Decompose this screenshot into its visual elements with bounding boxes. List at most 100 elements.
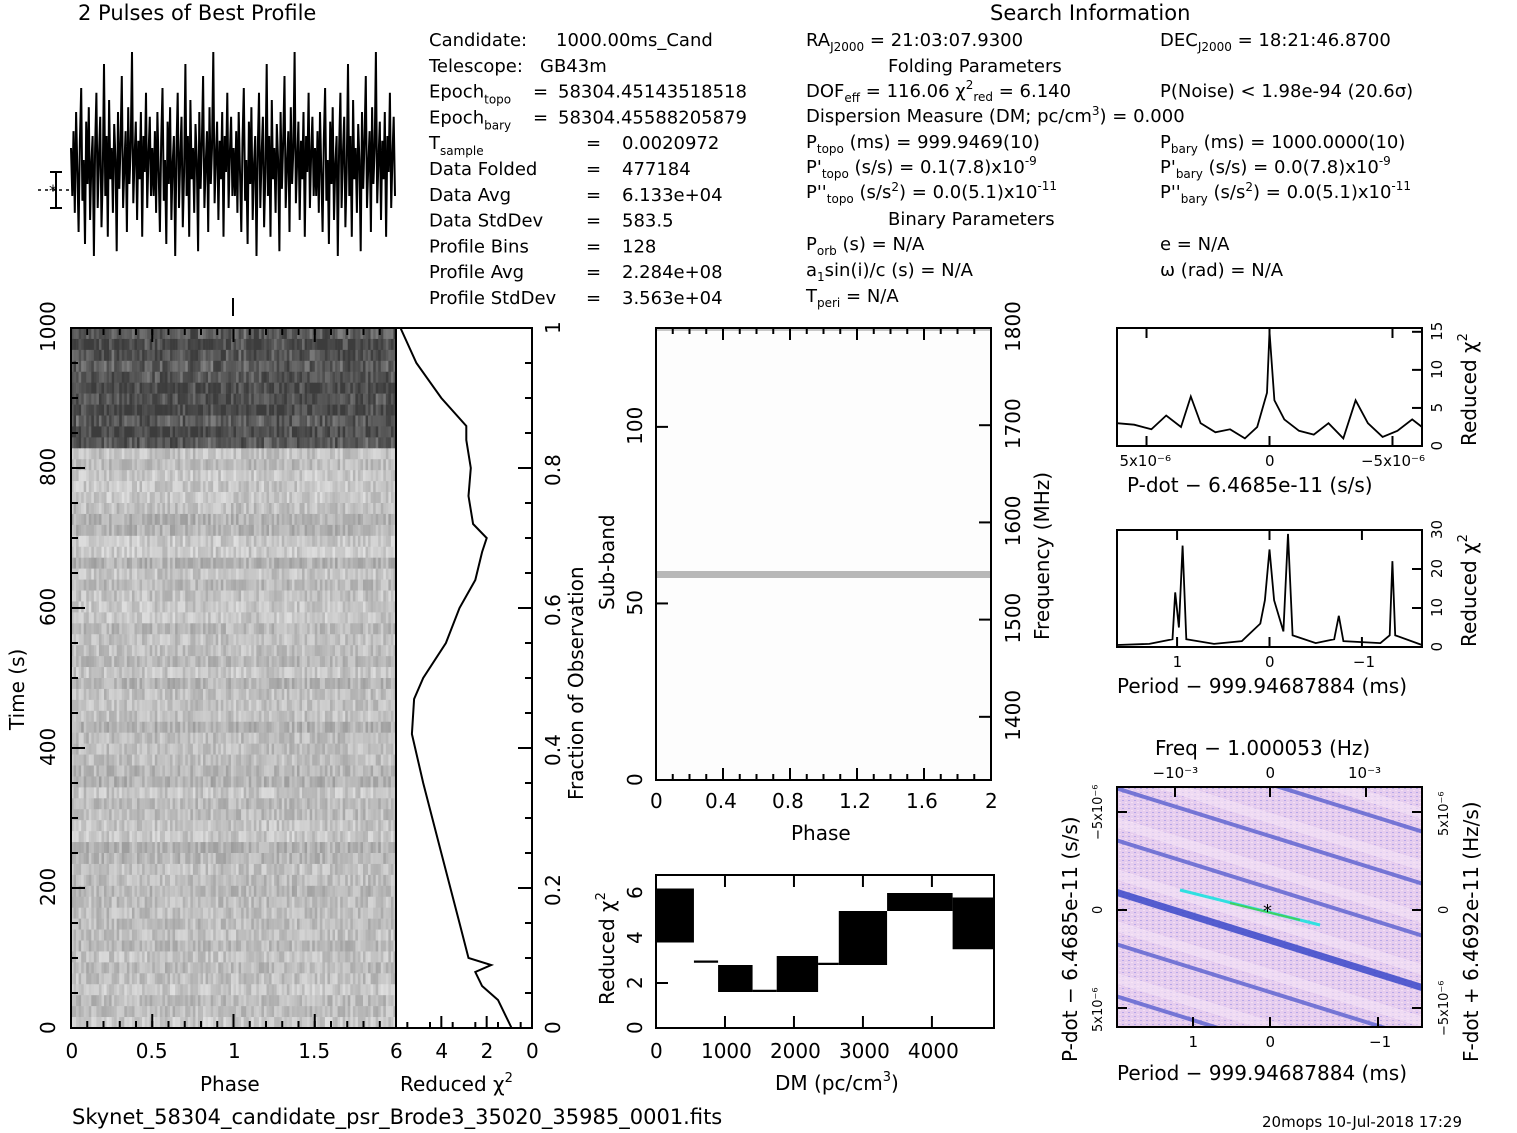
heat-cell <box>172 546 176 558</box>
heat-cell <box>106 371 110 383</box>
heat-cell <box>195 590 199 602</box>
heat-cell <box>225 568 229 580</box>
heat-cell <box>149 393 153 405</box>
heat-cell <box>200 470 204 482</box>
heat-cell <box>172 437 176 449</box>
heat-cell <box>164 601 168 613</box>
heat-cell <box>352 503 356 515</box>
heat-cell <box>281 492 285 504</box>
heat-cell <box>329 656 333 668</box>
heat-cell <box>378 678 382 690</box>
heat-cell <box>256 667 260 679</box>
heat-cell <box>134 535 138 548</box>
heat-cell <box>162 470 166 482</box>
heat-cell <box>187 404 191 416</box>
heat-cell <box>309 590 313 602</box>
heat-cell <box>383 634 387 646</box>
heat-cell <box>340 503 343 515</box>
heat-cell <box>309 481 313 493</box>
heat-cell <box>180 382 184 394</box>
heat-cell <box>291 732 295 744</box>
heat-cell <box>263 404 267 416</box>
heat-cell <box>388 437 392 449</box>
heat-cell <box>261 513 265 526</box>
heat-cell <box>213 699 217 712</box>
heat-cell <box>357 338 361 351</box>
heat-cell <box>116 360 120 373</box>
heat-cell <box>172 481 176 493</box>
heat-cell <box>149 371 153 383</box>
heat-cell <box>126 382 130 394</box>
heat-cell <box>238 568 242 580</box>
heat-cell <box>225 721 229 733</box>
heat-cell <box>362 404 366 416</box>
heat-cell <box>263 360 267 373</box>
info-value: 1000.00ms_Cand <box>556 30 713 51</box>
heat-cell <box>83 481 87 493</box>
heat-cell <box>76 743 79 755</box>
heat-cell <box>246 492 250 504</box>
heat-cell <box>274 710 277 723</box>
heat-cell <box>233 590 237 602</box>
heat-cell <box>203 382 206 394</box>
heat-cell <box>368 535 371 548</box>
heat-cell <box>119 568 123 580</box>
heat-cell <box>236 688 239 701</box>
heat-cell <box>104 382 107 394</box>
heat-cell <box>175 360 178 373</box>
heat-cell <box>73 656 77 668</box>
heat-cell <box>190 721 194 733</box>
heat-cell <box>93 546 97 558</box>
heat-cell <box>96 404 100 416</box>
heat-cell <box>172 459 176 471</box>
heat-cell <box>147 492 151 504</box>
heat-cell <box>225 678 229 690</box>
heat-cell <box>324 426 328 438</box>
heat-cell <box>350 546 354 558</box>
heat-cell <box>340 612 343 624</box>
heat-cell <box>284 492 288 504</box>
heat-cell <box>220 426 224 438</box>
heat-cell <box>269 382 272 394</box>
heat-cell <box>88 546 92 558</box>
heat-cell <box>197 612 201 624</box>
heat-cell <box>101 524 105 537</box>
info-label: Tsample <box>428 133 484 158</box>
heat-cell <box>137 492 140 504</box>
heat-cell <box>342 732 346 744</box>
heat-cell <box>98 732 102 744</box>
heat-cell <box>223 459 227 471</box>
heat-cell <box>147 688 151 701</box>
heat-cell <box>312 393 316 405</box>
heat-cell <box>246 360 250 373</box>
heat-cell <box>187 623 191 635</box>
heat-cell <box>167 612 171 624</box>
heat-cell <box>243 371 247 383</box>
heat-cell <box>388 393 392 405</box>
heat-cell <box>312 667 316 679</box>
heat-cell <box>137 437 140 449</box>
heat-cell <box>375 437 379 449</box>
heat-cell <box>319 513 323 526</box>
heat-cell <box>370 535 374 548</box>
heat-cell <box>225 732 229 744</box>
heat-cell <box>205 546 209 558</box>
heat-cell <box>281 459 285 471</box>
heat-cell <box>294 557 298 569</box>
heat-cell <box>324 535 328 548</box>
heat-cell <box>375 503 379 515</box>
heat-cell <box>236 568 239 580</box>
heat-cell <box>383 459 387 471</box>
heat-cell <box>269 415 272 427</box>
heat-cell <box>203 557 206 569</box>
heat-cell <box>104 557 107 569</box>
heat-cell <box>347 415 351 427</box>
heat-cell <box>180 601 184 613</box>
heat-cell <box>124 546 128 558</box>
info-value: 0.0020972 <box>622 133 719 154</box>
heat-cell <box>154 667 158 679</box>
heat-cell <box>362 601 366 613</box>
heat-cell <box>111 688 115 701</box>
heat-cell <box>180 688 184 701</box>
heat-cell <box>337 328 341 340</box>
